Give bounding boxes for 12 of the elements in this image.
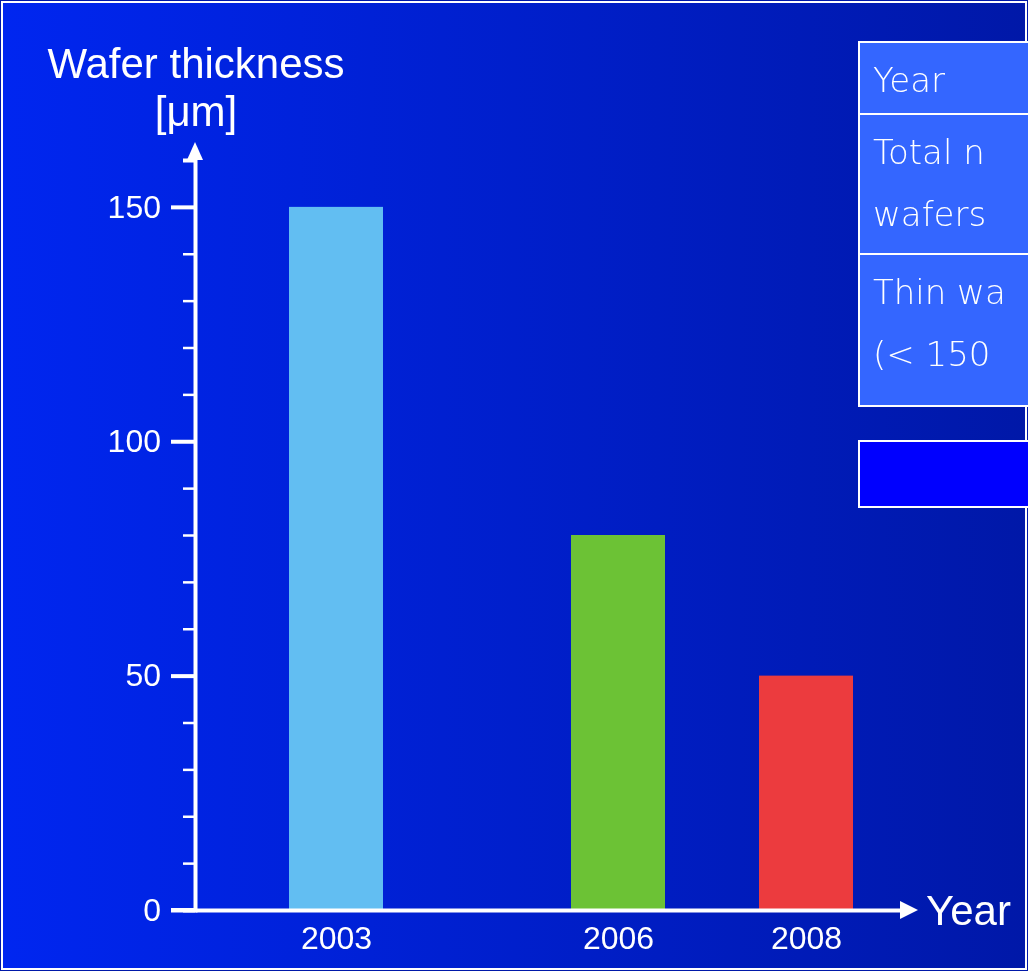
y-tick-label: 150	[107, 188, 161, 225]
annotation: Thin wa (< 150	[873, 272, 1006, 374]
y-tick-label: 100	[107, 422, 161, 459]
annotation: Total n wafers	[873, 132, 987, 234]
y-tick-label: 0	[143, 891, 161, 928]
x-tick-label: 2008	[770, 919, 843, 956]
y-tick-label: 50	[125, 657, 161, 694]
x-tick-label: 2006	[582, 919, 655, 956]
x-axis-title: Year	[926, 886, 1011, 934]
x-tick-label: 2003	[300, 919, 373, 956]
text: Year	[873, 60, 946, 100]
y-axis-title: Wafer thickness [μm]	[46, 40, 346, 136]
